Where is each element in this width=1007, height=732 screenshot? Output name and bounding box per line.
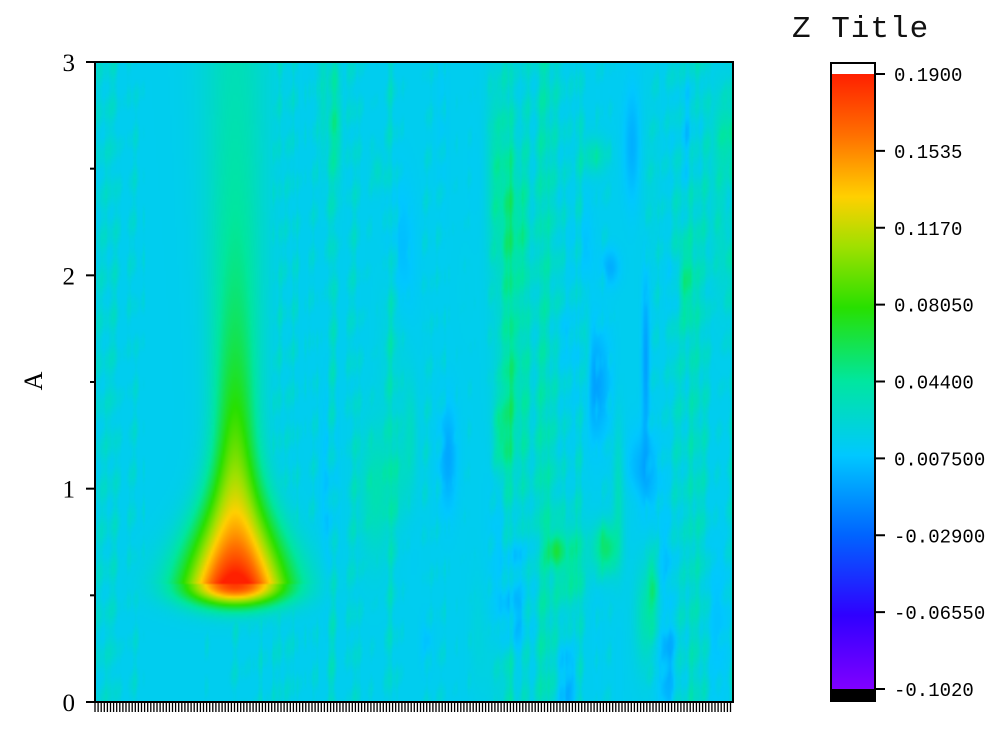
- colorbar-top-cap: [831, 64, 875, 74]
- colorbar-ticks: 0.1900 0.1535 0.1170 0.08050 0.04400 0.007500…: [875, 65, 985, 702]
- colorbar-gradient: [831, 74, 875, 689]
- colorbar-tick-label: 0.007500: [894, 449, 985, 471]
- colorbar-tick-label: -0.06550: [894, 603, 985, 625]
- x-axis-ticks: [94, 702, 732, 712]
- y-tick-label: 0: [63, 690, 76, 717]
- colorbar-title: Z Title: [792, 12, 930, 47]
- y-axis-title: A: [19, 371, 48, 390]
- colorbar-tick-label: 0.1900: [894, 65, 962, 87]
- y-tick-label: 2: [63, 263, 76, 290]
- colorbar-bottom-cap: [831, 689, 875, 700]
- colorbar-tick-label: 0.1535: [894, 142, 962, 164]
- y-tick-label: 1: [63, 477, 76, 504]
- colorbar-tick-label: -0.1020: [894, 680, 974, 702]
- y-tick-label: 3: [63, 50, 76, 77]
- colorbar-tick-label: 0.08050: [894, 296, 974, 318]
- colorbar-tick-label: 0.1170: [894, 219, 962, 241]
- colorbar-tick-label: 0.04400: [894, 373, 974, 395]
- colorbar-tick-label: -0.02900: [894, 526, 985, 548]
- heatmap-image: [95, 62, 733, 702]
- y-axis: 0 1 2 3: [63, 50, 95, 717]
